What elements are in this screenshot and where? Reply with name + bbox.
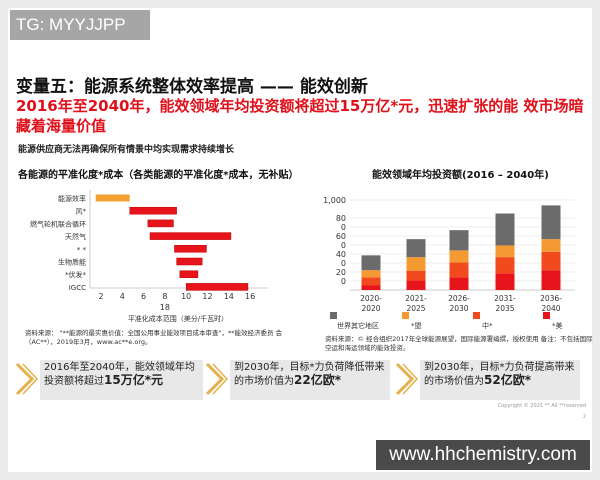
slide-note: 能源供应商无法再确保所有情景中均实现需求持续增长 — [18, 145, 235, 155]
range-bar — [179, 270, 199, 278]
x-tick-label: 14 — [224, 292, 234, 301]
y-tick-label: 0 — [341, 259, 346, 268]
x-tick-label: 10 — [181, 292, 191, 301]
range-bar — [129, 206, 177, 215]
legend-label: *美 — [552, 321, 563, 330]
y-tick-label: 0 — [341, 241, 346, 250]
x-tick-label: 18 — [160, 303, 170, 312]
range-bar — [185, 283, 249, 291]
category-label: 2020 — [361, 304, 380, 313]
category-label: 燃气轮机联合循环 — [30, 219, 86, 228]
investment-chart: 1,0008006004002002020-20202021-20252026-… — [323, 196, 575, 330]
x-tick-label: 2 — [98, 292, 103, 301]
y-tick-label: 60 — [336, 232, 346, 241]
watermark-site: www.hhchemistry.com — [376, 440, 590, 470]
y-tick-label: 20 — [336, 268, 346, 277]
category-label: 生物质能 — [58, 258, 86, 267]
right-chart-title: 能效领域年均投资额(2016 – 2040年) — [372, 170, 549, 181]
y-tick-label: 0 — [341, 277, 346, 286]
stacked-bar-segment — [361, 277, 381, 286]
takeaway-box: 到2030年，目标*力负荷提高带来的市场价值为52亿欧* — [420, 360, 580, 400]
stacked-bar-segment — [449, 277, 469, 290]
category-label: IGCC — [69, 284, 86, 292]
legend-swatch — [402, 312, 409, 319]
range-bar — [95, 194, 130, 202]
x-tick-label: 12 — [202, 292, 212, 301]
slide-title: 变量五：能源系统整体效率提高 —— 能效创新 — [16, 77, 368, 97]
x-tick-label: 4 — [120, 292, 125, 301]
stacked-bar-segment — [541, 239, 561, 252]
stacked-bar-segment — [361, 255, 381, 271]
legend-label: 世界其它地区 — [337, 321, 379, 330]
stacked-bar-segment — [495, 273, 515, 290]
stacked-bar-segment — [406, 270, 426, 281]
range-bar — [147, 219, 174, 228]
category-label: 2020- — [360, 294, 382, 303]
category-label: * * — [77, 246, 87, 254]
slide-subtitle: 2016年至2040年，能效领域年均投资额将超过15万亿*元，迅速扩张的能 效市… — [16, 97, 584, 135]
takeaway-highlight: 15万亿*元 — [104, 373, 163, 387]
stacked-bar-segment — [495, 257, 515, 274]
x-axis-label: 平准化成本范围（美分/千瓦时） — [128, 314, 228, 323]
x-tick-label: 6 — [141, 292, 146, 301]
category-label: *伏发* — [65, 270, 86, 279]
stacked-bar-segment — [449, 250, 469, 263]
left-chart-title: 各能源的平准化度*成本（各类能源的平准化度*成本，无补贴） — [18, 170, 299, 181]
legend-swatch — [473, 312, 480, 319]
range-bar — [174, 245, 207, 253]
y-tick-label: 80 — [336, 214, 346, 223]
stacked-bar-segment — [495, 245, 515, 258]
legend-label: 中* — [482, 321, 493, 330]
chevron-right-icon — [14, 362, 39, 396]
stacked-bar-segment — [495, 213, 515, 246]
range-bar — [176, 257, 203, 266]
chevron-right-icon — [394, 362, 419, 396]
left-chart-source: 资料来源： "**能源的最实惠价值：全国公用事业能效项目成本审查"，**能效经济… — [25, 329, 283, 346]
x-tick-label: 16 — [245, 292, 255, 301]
category-label: 2030 — [449, 304, 468, 313]
chevron-right-icon — [204, 362, 229, 396]
category-label: 2031- — [494, 294, 516, 303]
stacked-bar-segment — [406, 257, 426, 271]
category-label: 2026- — [448, 294, 470, 303]
category-label: 2040 — [541, 304, 560, 313]
takeaway-text: 到2030年，目标*力负荷降低带来的市场价值为 — [234, 362, 385, 387]
takeaway-highlight: 52亿欧* — [484, 373, 531, 387]
stacked-bar-segment — [541, 205, 561, 240]
stacked-bar-segment — [406, 280, 426, 290]
category-label: 能源效率 — [58, 194, 86, 203]
right-chart-source: 资料来源：© 经合组织2017年全球能源展望，国际能源署编撰，授权使用 备注：不… — [325, 335, 593, 352]
category-label: 天然气 — [65, 232, 86, 241]
legend-label: *盟 — [411, 322, 422, 330]
stacked-bar-segment — [541, 270, 561, 290]
legend-swatch — [543, 312, 550, 319]
category-label: 2035 — [495, 304, 514, 313]
category-label: 风* — [76, 208, 87, 216]
takeaway-text: 2016年至2040年，能效领域年均投资额将超过 — [44, 362, 195, 387]
y-tick-label: 40 — [336, 250, 346, 259]
stacked-bar-segment — [406, 239, 426, 258]
range-bar — [149, 232, 232, 240]
y-tick-label: 0 — [341, 223, 346, 232]
y-tick-label: 1,000 — [323, 196, 346, 205]
stacked-bar-segment — [541, 251, 561, 271]
copyright: Copyright © 2021 ** All **reserved — [497, 403, 586, 409]
stacked-bar-segment — [449, 230, 469, 251]
category-label: 2036- — [540, 294, 562, 303]
takeaway-text: 到2030年，目标*力负荷提高带来的市场价值为 — [424, 362, 575, 387]
category-label: 2025 — [406, 304, 425, 313]
takeaway-box: 到2030年，目标*力负荷降低带来的市场价值为22亿欧* — [230, 360, 390, 400]
x-tick-label: 8 — [162, 292, 167, 301]
stacked-bar-segment — [361, 270, 381, 278]
legend-swatch — [330, 312, 337, 319]
stacked-bar-segment — [449, 262, 469, 278]
stacked-bar-segment — [361, 285, 381, 290]
takeaway-highlight: 22亿欧* — [294, 373, 341, 387]
category-label: 2021- — [405, 294, 427, 303]
page-number: 2 — [582, 414, 586, 420]
takeaway-box: 2016年至2040年，能效领域年均投资额将超过15万亿*元 — [40, 360, 203, 400]
watermark-tag: TG: MYYJJPP — [10, 10, 150, 40]
